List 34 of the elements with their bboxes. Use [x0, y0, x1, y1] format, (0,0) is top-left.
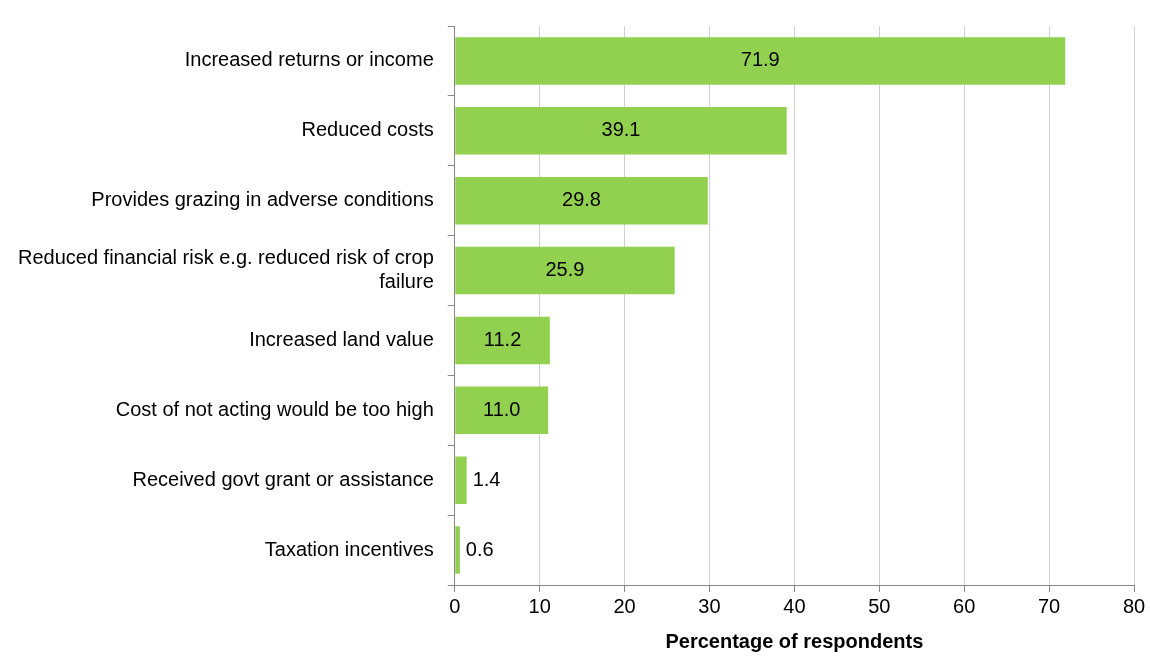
x-tick-label: 60 [953, 594, 976, 617]
bar [455, 37, 1066, 85]
bar [455, 526, 460, 574]
x-tick-label: 40 [783, 594, 806, 617]
y-tick-label: Received govt grant or assistance [132, 467, 434, 490]
y-tick-label: Reduced costs [301, 118, 434, 141]
y-tick-label: Taxation incentives [264, 537, 434, 560]
bar [455, 176, 708, 225]
x-tick-label: 80 [1122, 594, 1146, 617]
y-tick-label: Cost of not acting would be too high [115, 397, 434, 420]
x-tick-label: 10 [528, 594, 551, 617]
y-tick-label: Increased returns or income [184, 48, 434, 71]
data-label: 11.2 [483, 327, 522, 350]
data-label: 25.9 [545, 258, 585, 281]
bar [455, 246, 675, 295]
data-label: 39.1 [601, 118, 641, 141]
bar [455, 456, 467, 504]
bar [455, 107, 787, 155]
x-tick-label: 0 [449, 594, 461, 617]
bar [455, 386, 549, 435]
y-tick-label: Increased land value [249, 327, 434, 350]
x-tick-label: 30 [698, 594, 721, 617]
bar [455, 316, 550, 365]
x-tick-label: 50 [868, 594, 891, 617]
data-label: 29.8 [562, 188, 601, 211]
x-axis-title: Percentage of respondents [665, 629, 924, 652]
data-label: 11.0 [482, 397, 521, 420]
x-tick-label: 70 [1037, 594, 1061, 617]
y-tick-label: Reduced financial risk e.g. reduced risk of crop failure [18, 246, 434, 293]
data-label: 1.4 [472, 467, 501, 490]
y-tick-label: Provides grazing in adverse conditions [91, 188, 434, 211]
data-label: 71.9 [740, 48, 780, 71]
x-tick-label: 20 [613, 594, 636, 617]
data-label: 0.6 [465, 537, 494, 560]
